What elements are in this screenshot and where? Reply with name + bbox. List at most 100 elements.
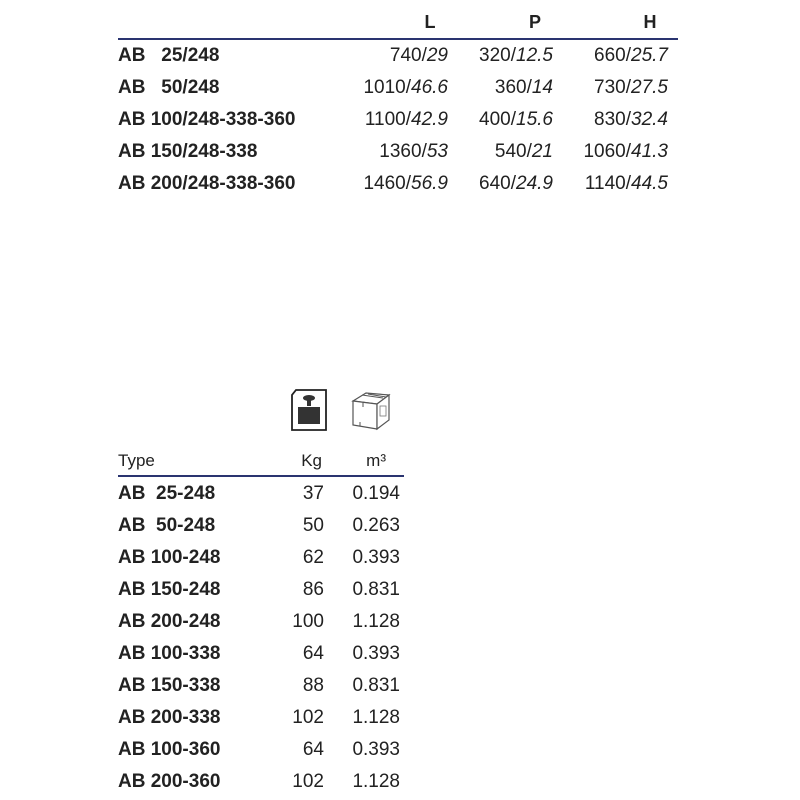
mm-value: 540 (494, 141, 527, 162)
weight-header: Type Kg m³ (118, 445, 404, 477)
mm-value: 320 (479, 45, 511, 66)
inch-value: 14 (531, 77, 553, 98)
inch-value: 42.9 (411, 109, 448, 130)
m3-cell: 1.128 (352, 611, 400, 632)
inch-value: 56.9 (411, 173, 448, 194)
type-cell: AB 25/248 (118, 45, 220, 66)
inch-value: 41.3 (631, 141, 668, 162)
inch-value: 46.6 (411, 77, 448, 98)
kg-cell: 64 (302, 643, 324, 664)
table-row: AB 200-360 102 1.128 (118, 765, 404, 797)
cell-P: 540/21 (494, 141, 553, 162)
type-cell: AB 150-338 (118, 675, 221, 696)
mm-value: 360 (494, 77, 527, 98)
table-row: AB 25/248 740/29 320/12.5 660/25.7 (118, 40, 678, 72)
type-cell: AB 50/248 (118, 77, 220, 98)
cell-L: 1360/53 (379, 141, 448, 162)
mm-value: 1060 (583, 141, 626, 162)
type-cell: AB 150/248-338 (118, 141, 258, 162)
header-P: P (528, 12, 541, 32)
table-row: AB 150-248 86 0.831 (118, 573, 404, 605)
table-row: AB 25-248 37 0.194 (118, 477, 404, 509)
m3-cell: 0.263 (352, 515, 400, 536)
kg-cell: 62 (302, 547, 324, 568)
mm-value: 400 (479, 109, 511, 130)
inch-value: 25.7 (631, 45, 668, 66)
mm-value: 660 (594, 45, 626, 66)
dimensions-table: L P H AB 25/248 740/29 320/12.5 660/25.7 AB … (118, 6, 678, 200)
kg-cell: 86 (302, 579, 324, 600)
table-row: AB 200/248-338-360 1460/56.9 640/24.9 1140/… (118, 168, 678, 200)
header-H: H (643, 12, 657, 32)
cell-P: 320/12.5 (479, 45, 553, 66)
weight-volume-table: Type Kg m³ AB 25-248 37 0.194 AB 50-248 50 0.… (118, 385, 404, 797)
inch-value: 15.6 (516, 109, 553, 130)
table-row: AB 50-248 50 0.263 (118, 509, 404, 541)
cell-H: 1140/44.5 (584, 173, 668, 194)
m3-cell: 0.831 (352, 579, 400, 600)
m3-cell: 1.128 (352, 707, 400, 728)
m3-cell: 0.194 (352, 483, 400, 504)
kg-cell: 100 (292, 611, 324, 632)
type-cell: AB 100-338 (118, 643, 221, 664)
kg-cell: 50 (302, 515, 324, 536)
cell-H: 730/27.5 (594, 77, 668, 98)
box-icon (351, 392, 391, 431)
inch-value: 27.5 (631, 77, 668, 98)
type-cell: AB 25-248 (118, 483, 216, 504)
mm-value: 1460 (363, 173, 406, 194)
type-cell: AB 200-360 (118, 771, 221, 792)
type-cell: AB 200/248-338-360 (118, 173, 296, 194)
mm-value: 1140 (584, 173, 626, 194)
kg-cell: 64 (302, 739, 324, 760)
cell-H: 830/32.4 (594, 109, 668, 130)
table-row: AB 150-338 88 0.831 (118, 669, 404, 701)
mm-value: 730 (594, 77, 626, 98)
inch-value: 21 (531, 141, 553, 162)
table-row: AB 50/248 1010/46.6 360/14 730/27.5 (118, 72, 678, 104)
inch-value: 44.5 (631, 173, 668, 194)
header-type: Type (118, 451, 155, 470)
cell-P: 640/24.9 (479, 173, 553, 194)
type-cell: AB 100-248 (118, 547, 221, 568)
inch-value: 29 (426, 45, 448, 66)
cell-L: 1100/42.9 (364, 109, 448, 130)
cell-L: 1460/56.9 (363, 173, 448, 194)
dimensions-header: L P H (118, 6, 678, 40)
m3-cell: 0.831 (352, 675, 400, 696)
cell-L: 1010/46.6 (363, 77, 448, 98)
mm-value: 1360 (379, 141, 422, 162)
table-row: AB 100-338 64 0.393 (118, 637, 404, 669)
inch-value: 53 (426, 141, 448, 162)
type-cell: AB 100-360 (118, 739, 221, 760)
header-m3: m³ (366, 451, 386, 470)
mm-value: 1100 (364, 109, 406, 130)
type-cell: AB 150-248 (118, 579, 221, 600)
inch-value: 24.9 (516, 173, 553, 194)
table-row: AB 100-360 64 0.393 (118, 733, 404, 765)
cell-H: 1060/41.3 (583, 141, 668, 162)
m3-cell: 0.393 (352, 547, 400, 568)
m3-cell: 1.128 (352, 771, 400, 792)
type-cell: AB 100/248-338-360 (118, 109, 296, 130)
weight-icon (291, 389, 327, 431)
cell-P: 400/15.6 (479, 109, 553, 130)
type-cell: AB 50-248 (118, 515, 216, 536)
table-row: AB 200-248 100 1.128 (118, 605, 404, 637)
kg-cell: 37 (302, 483, 324, 504)
table-row: AB 100/248-338-360 1100/42.9 400/15.6 830/3… (118, 104, 678, 136)
table-row: AB 100-248 62 0.393 (118, 541, 404, 573)
mm-value: 830 (594, 109, 626, 130)
kg-cell: 102 (292, 771, 324, 792)
mm-value: 1010 (363, 77, 406, 98)
kg-cell: 102 (292, 707, 324, 728)
mm-value: 640 (479, 173, 511, 194)
header-L: L (424, 12, 436, 32)
m3-cell: 0.393 (352, 643, 400, 664)
cell-P: 360/14 (494, 77, 553, 98)
cell-H: 660/25.7 (594, 45, 668, 66)
m3-cell: 0.393 (352, 739, 400, 760)
kg-cell: 88 (302, 675, 324, 696)
table-row: AB 200-338 102 1.128 (118, 701, 404, 733)
mm-value: 740 (389, 45, 422, 66)
